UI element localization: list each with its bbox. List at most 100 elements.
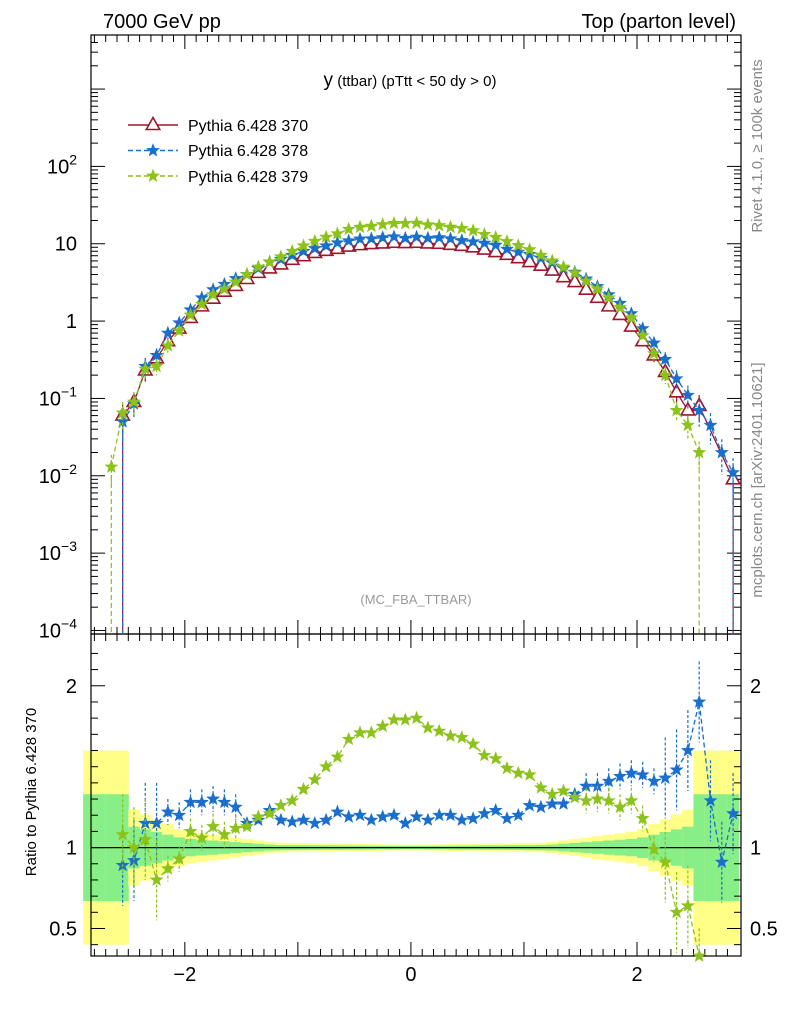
ratio-series-0 [115,661,741,906]
ratio-point [126,840,141,854]
data-point [545,253,560,267]
data-point [296,238,311,252]
ratio-point [194,830,209,844]
ratio-point [341,809,356,823]
data-point [613,300,628,314]
data-point [680,417,695,432]
ratio-point [330,749,345,763]
ratio-point [375,809,390,823]
data-point [692,403,707,417]
ratio-point [624,765,639,780]
data-point [160,338,175,352]
ratio-point [319,759,334,773]
series-line [122,242,734,480]
series-1 [115,229,741,634]
legend-label-378: Pythia 6.428 378 [188,143,308,160]
ratio-point [398,815,413,830]
chart-title-main: y [324,70,334,91]
ratio-y-tick-label-right: 1 [750,838,761,860]
data-point [454,221,469,235]
y-tick-label: 102 [47,151,77,178]
data-point [624,310,639,324]
ratio-series [115,661,741,963]
ratio-point [420,720,435,734]
lower-panel-frame [90,633,742,957]
ratio-point [624,793,639,807]
y-tick-label-exp: −2 [61,461,77,477]
ratio-point [499,811,515,825]
data-point [172,323,187,337]
ratio-point [499,760,515,775]
data-point [556,259,571,273]
ratio-point [409,710,424,725]
ratio-y-tick-label-left: 1 [66,838,77,860]
data-point [353,219,368,234]
data-point [183,307,198,321]
legend-label-379: Pythia 6.428 379 [188,169,308,186]
ratio-point [138,832,153,846]
data-point [149,348,164,362]
chart-title-sub: (ttbar) (pTtt < 50 dy > 0) [333,73,496,90]
y-tick-label-base: 10 [47,156,69,178]
ratio-point [398,712,413,726]
data-point [658,367,673,382]
ratio-point [228,820,243,835]
data-point [409,215,424,229]
data-point [611,305,629,321]
data-point [330,226,345,240]
watermark: (MC_FBA_TTBAR) [360,592,471,607]
ratio-point [228,799,243,814]
data-point [522,242,537,256]
ratio-point [319,812,334,826]
data-point [714,445,729,459]
data-point [533,247,548,262]
ratio-point [285,814,300,828]
data-point [600,297,617,312]
data-point [680,387,695,402]
y-tick-label-base: 10 [55,234,77,256]
ratio-y-tick-label-right: 0.5 [750,918,778,940]
data-point [285,247,300,262]
ratio-point [432,807,447,822]
data-point [330,235,345,249]
legend-symbol-379 [128,168,178,183]
ratio-y-tick-label-left: 2 [66,676,77,698]
ratio-point [488,803,503,817]
y-tick-label: 1 [66,311,77,333]
data-point [566,272,583,288]
ratio-point [635,767,650,781]
ratio-point [522,767,537,781]
ratio-point [443,807,458,822]
y-tick-label: 10−2 [39,461,77,488]
ratio-point [160,804,175,818]
ratio-point [432,723,447,737]
ratio-point [658,854,673,869]
ratio-point [239,819,255,833]
ratio-point [579,793,594,807]
chart-title: y (ttbar) (pTtt < 50 dy > 0) [324,70,497,91]
data-point [420,217,435,231]
data-point [386,215,401,230]
ratio-point [386,712,401,726]
y-tick-label-exp: −1 [61,383,77,399]
ratio-y-tick-label-right: 2 [750,676,761,698]
legend-symbol-370 [128,115,178,131]
x-tick-label: 0 [405,964,416,986]
y-tick-label: 10−3 [39,538,77,565]
ratio-y-tick-label-left: 0.5 [49,918,77,940]
data-point [262,254,277,268]
y-tick-label-exp: 2 [69,151,77,167]
series-2 [104,215,707,634]
data-point [443,231,458,245]
header-left: 7000 GeV pp [103,11,221,33]
data-point [432,230,447,244]
data-point [432,218,447,232]
ratio-point [613,799,628,814]
ratio-point [194,794,209,809]
ratio-point [364,812,379,827]
ratio-point [285,793,300,807]
ratio-point [307,772,322,786]
data-point [206,287,221,301]
ratio-point [703,793,718,807]
legend: Pythia 6.428 370 Pythia 6.428 378 Pythia… [128,115,308,186]
